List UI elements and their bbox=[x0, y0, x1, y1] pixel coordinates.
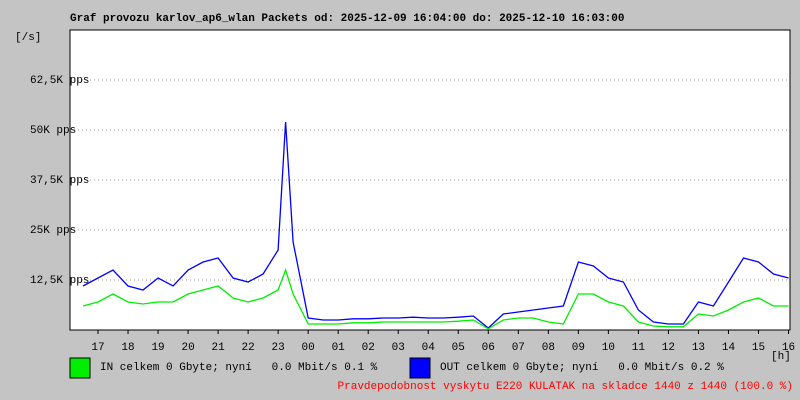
legend-swatch bbox=[409, 357, 431, 379]
y-tick-label: 12,5K pps bbox=[30, 275, 89, 287]
chart-title: Graf provozu karlov_ap6_wlan Packets od:… bbox=[70, 13, 625, 25]
x-tick-label: 16 bbox=[782, 342, 795, 354]
x-tick-label: 03 bbox=[392, 342, 405, 354]
x-tick-label: 15 bbox=[752, 342, 765, 354]
series-line bbox=[82, 121, 789, 329]
x-tick-label: 08 bbox=[542, 342, 555, 354]
x-tick-label: 14 bbox=[722, 342, 736, 354]
x-tick-label: 02 bbox=[362, 342, 375, 354]
x-tick-label: 07 bbox=[512, 342, 525, 354]
y-axis-label: [/s] bbox=[15, 32, 41, 44]
x-tick-label: 22 bbox=[242, 342, 255, 354]
x-tick-label: 21 bbox=[211, 342, 225, 354]
x-tick-label: 09 bbox=[572, 342, 585, 354]
x-tick-label: 10 bbox=[602, 342, 615, 354]
legend-label: IN celkem 0 Gbyte; nyní 0.0 Mbit/s 0.1 % bbox=[100, 362, 378, 374]
x-tick-label: 18 bbox=[121, 342, 134, 354]
x-tick-label: 01 bbox=[332, 342, 346, 354]
x-tick-label: 12 bbox=[662, 342, 675, 354]
footer: Pravdepodobnost vyskytu E220 KULATAK na … bbox=[338, 381, 793, 393]
y-tick-label: 62,5K pps bbox=[30, 75, 89, 87]
x-tick-label: 17 bbox=[91, 342, 104, 354]
y-tick-label: 50K pps bbox=[30, 125, 76, 137]
legend-label: OUT celkem 0 Gbyte; nyní 0.0 Mbit/s 0.2 … bbox=[440, 362, 724, 374]
x-tick-label: 13 bbox=[692, 342, 705, 354]
x-tick-label: 19 bbox=[151, 342, 164, 354]
x-tick-label: 20 bbox=[181, 342, 194, 354]
x-axis-label: [h] bbox=[771, 351, 791, 363]
x-tick-label: 23 bbox=[272, 342, 285, 354]
plot-border bbox=[69, 29, 791, 331]
x-tick-label: 00 bbox=[302, 342, 315, 354]
x-tick-label: 05 bbox=[452, 342, 465, 354]
x-tick-label: 06 bbox=[482, 342, 495, 354]
y-tick-label: 37,5K pps bbox=[30, 175, 89, 187]
legend-swatch bbox=[69, 357, 91, 379]
x-tick-label: 04 bbox=[422, 342, 436, 354]
y-tick-label: 25K pps bbox=[30, 225, 76, 237]
x-tick-label: 11 bbox=[632, 342, 646, 354]
series-line bbox=[82, 267, 789, 330]
